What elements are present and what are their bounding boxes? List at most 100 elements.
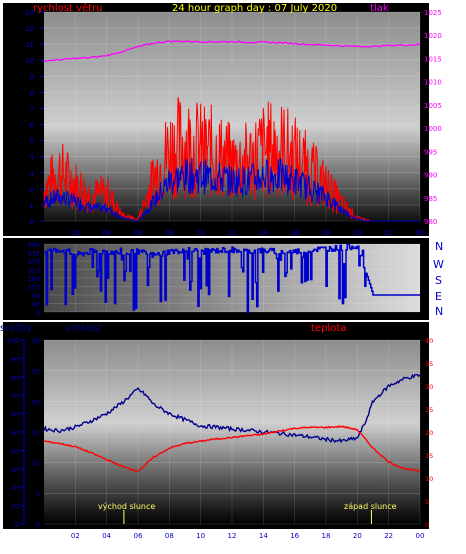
bottom-ticks: 0102030405060708090100051015202530051015… [7, 337, 434, 540]
direction-series [44, 243, 420, 313]
rain-tick-label: 90 [11, 355, 19, 363]
wind-tick-label: 5 [30, 138, 34, 146]
bottom-x-tick-label: 16 [290, 532, 299, 540]
humidity-tick-label: 5 [36, 490, 40, 498]
bottom-x-tick-label: 06 [134, 532, 143, 540]
wind-tick-label: 12 [25, 25, 34, 33]
direction-tick-label: 0 [36, 309, 40, 317]
wind-tick-label: 2 [30, 186, 34, 194]
direction-grid [44, 243, 421, 313]
wind-speed-label: rychlost větru [33, 2, 103, 14]
wind-tick-label: 8 [30, 89, 34, 97]
pressure-tick-label: 980 [424, 218, 437, 226]
top-x-tick-label: 02 [71, 229, 80, 237]
humidity-label: vlhkost [66, 323, 102, 334]
rain-tick-label: 10 [11, 503, 19, 511]
pressure-tick-label: 990 [424, 172, 437, 180]
pressure-tick-label: 995 [424, 148, 437, 156]
bottom-x-tick-label: 22 [384, 532, 393, 540]
bottom-x-tick-label: 00 [416, 532, 425, 540]
top-x-tick-label: 08 [165, 229, 174, 237]
rain-tick-label: 100 [7, 337, 19, 345]
humidity-tick-label: 30 [32, 337, 40, 345]
humidity-tick-label: 25 [32, 368, 40, 376]
temperature-tick-label: 30 [425, 383, 433, 391]
temperature-label: teplota [311, 323, 346, 334]
temperature-tick-label: 5 [425, 498, 429, 506]
wind-tick-label: 3 [30, 170, 34, 178]
top-x-tick-label: 22 [384, 229, 393, 237]
wind-tick-label: 7 [30, 105, 34, 113]
direction-tick-label: 180 [28, 275, 40, 283]
compass-w: W [433, 258, 444, 271]
sunset-label: západ slunce [344, 502, 397, 511]
sunrise-label: východ slunce [98, 502, 155, 511]
humidity-tick-label: 20 [32, 398, 40, 406]
wind-gust-line [43, 97, 420, 222]
top-x-tick-label: 00 [416, 229, 425, 237]
pressure-tick-label: 1005 [424, 102, 442, 110]
pressure-tick-label: 1000 [424, 125, 442, 133]
rain-tick-label: 20 [11, 484, 19, 492]
rain-tick-label: 60 [11, 411, 19, 419]
direction-tick-label: 315 [28, 250, 40, 258]
humidity-temperature-plot-area [44, 340, 420, 524]
direction-tick-label: 270 [28, 258, 40, 266]
rain-tick-label: 0 [15, 521, 19, 529]
bottom-x-tick-label: 04 [102, 532, 111, 540]
direction-tick-label: 90 [32, 292, 40, 300]
temperature-line [43, 425, 421, 473]
top-x-tick-label: 18 [322, 229, 331, 237]
pressure-tick-label: 1025 [424, 9, 442, 17]
bottom-x-tick-label: 10 [196, 532, 205, 540]
compass-e: E [435, 290, 442, 303]
rain-label: srážky [0, 322, 32, 334]
rain-tick-label: 80 [11, 374, 19, 382]
direction-tick-label: 225 [28, 267, 40, 275]
top-x-tick-label: 10 [196, 229, 205, 237]
pressure-line [43, 40, 421, 62]
wind-tick-label: 10 [25, 57, 34, 65]
top-x-tick-label: 12 [228, 229, 237, 237]
wind-tick-label: 11 [25, 41, 34, 49]
pressure-tick-label: 1015 [424, 55, 442, 63]
rain-tick-label: 30 [11, 466, 19, 474]
top-x-tick-label: 04 [102, 229, 111, 237]
wind-tick-label: 1 [30, 202, 34, 210]
wind-average-line [43, 157, 420, 222]
direction-tick-label: 360 [28, 241, 40, 249]
top-x-tick-label: 16 [290, 229, 299, 237]
humidity-tick-label: 10 [32, 460, 40, 468]
wind-tick-label: 6 [30, 122, 35, 130]
bottom-x-tick-label: 12 [228, 532, 237, 540]
bottom-series [43, 373, 421, 524]
pressure-tick-label: 1020 [424, 32, 442, 40]
temperature-tick-label: 40 [425, 337, 433, 345]
bottom-x-tick-label: 20 [353, 532, 362, 540]
temperature-tick-label: 0 [425, 521, 429, 529]
temperature-tick-label: 20 [425, 429, 433, 437]
direction-tick-label: 45 [32, 301, 40, 309]
humidity-tick-label: 0 [36, 521, 40, 529]
bottom-grid [44, 339, 421, 525]
bottom-x-tick-label: 14 [259, 532, 268, 540]
wind-tick-label: 9 [30, 73, 34, 81]
temperature-tick-label: 10 [425, 475, 433, 483]
bottom-x-tick-label: 08 [165, 532, 174, 540]
rain-tick-label: 70 [11, 392, 19, 400]
top-series [43, 40, 421, 222]
top-x-tick-label: 06 [134, 229, 143, 237]
compass-n-top: N [435, 240, 443, 253]
direction-tick-label: 135 [28, 284, 40, 292]
humidity-tick-label: 15 [32, 429, 40, 437]
compass-s: S [435, 274, 442, 287]
humidity-line [43, 373, 421, 444]
wind-tick-label: 13 [25, 9, 34, 17]
top-ticks: 0123456789101112139809859909951000100510… [25, 9, 442, 237]
bottom-x-tick-label: 02 [71, 532, 80, 540]
bottom-x-tick-label: 18 [322, 532, 331, 540]
temperature-tick-label: 15 [425, 452, 433, 460]
